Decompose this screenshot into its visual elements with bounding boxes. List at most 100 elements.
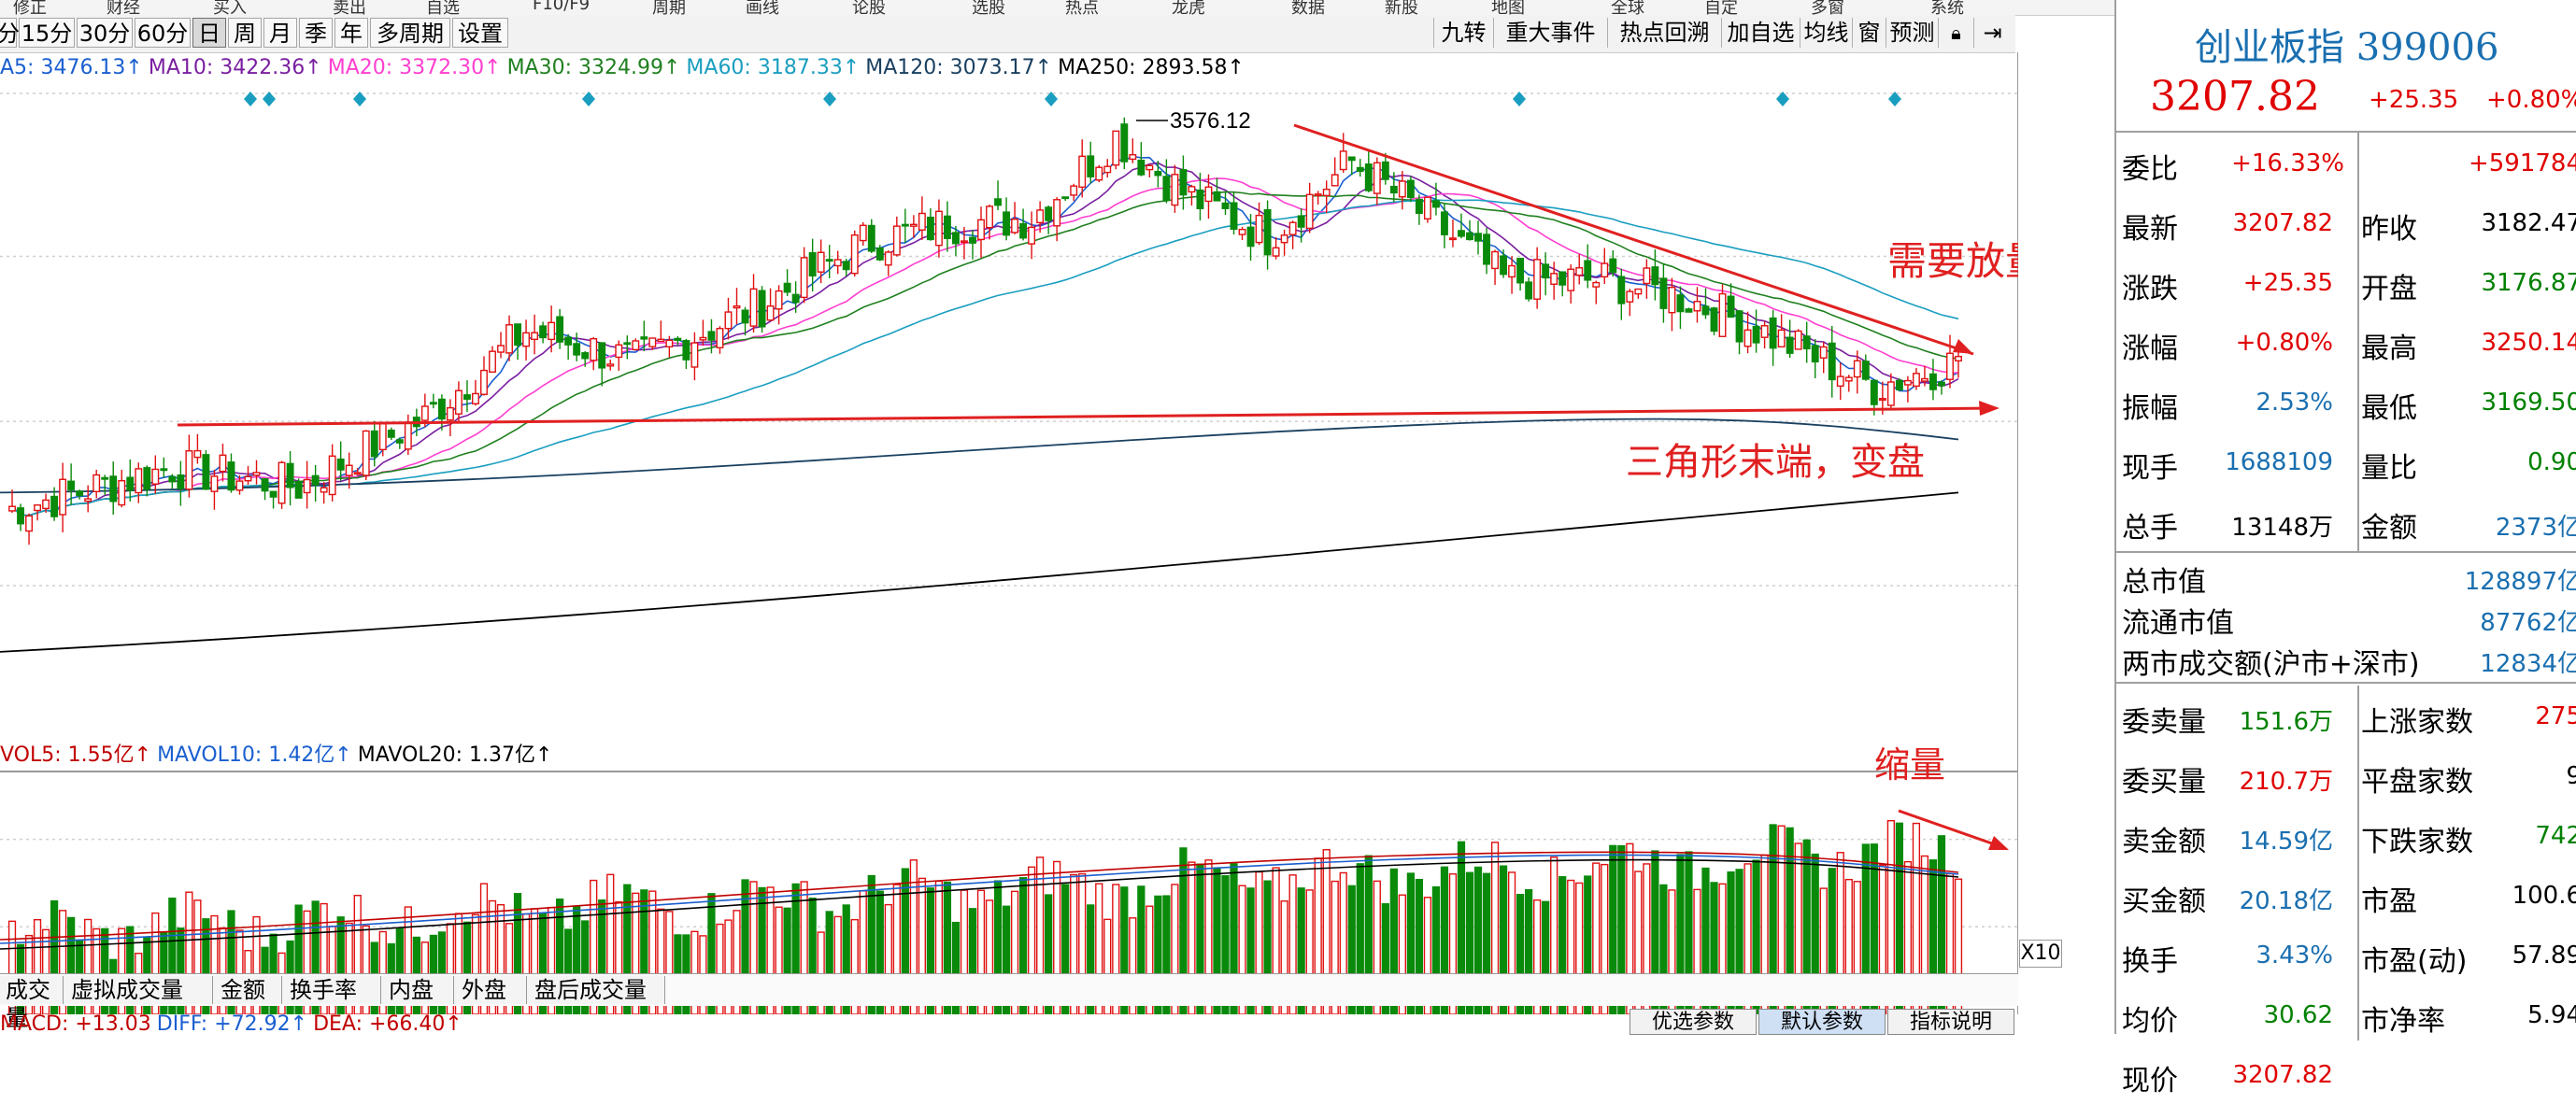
- quote-row: 委卖量 151.6万 上涨家数 275: [2116, 686, 2576, 745]
- quote-row: 总手 13148万 金额 2373亿: [2116, 491, 2576, 551]
- indicator-tab-6[interactable]: 盘后成交量: [527, 976, 665, 1004]
- support-arrow: [177, 406, 1996, 427]
- top-menu-item[interactable]: 多窗: [1811, 0, 1844, 16]
- toolbar-button-5[interactable]: 窗: [1852, 18, 1886, 48]
- candle-up: [472, 392, 479, 404]
- exit-icon[interactable]: ⇥: [1973, 18, 2011, 48]
- volume-bar-down: [1769, 824, 1777, 1014]
- legend-item: A5: 3476.13↑: [0, 56, 143, 79]
- top-menu-item[interactable]: 论股: [852, 0, 886, 16]
- volume-bar-down: [513, 893, 522, 1014]
- top-menu-item[interactable]: 买入: [213, 0, 247, 16]
- candle-up: [1844, 376, 1853, 382]
- top-menu-item[interactable]: 选股: [972, 0, 1005, 16]
- lock-icon[interactable]: 🔒︎: [1938, 18, 1973, 48]
- candle-down: [1516, 258, 1525, 284]
- legend-item: MA250: 2893.58↑: [1058, 56, 1245, 79]
- volume-bar-down: [1727, 870, 1735, 1014]
- candle-down: [1929, 373, 1937, 390]
- top-menu-item[interactable]: 修正: [13, 0, 47, 16]
- period-button-9[interactable]: 多周期: [370, 18, 450, 48]
- period-button-7[interactable]: 季: [299, 18, 333, 48]
- volume-bar-down: [1061, 884, 1070, 1014]
- volume-bar-up: [1853, 881, 1861, 1014]
- toolbar-button-0[interactable]: 九转: [1433, 18, 1493, 48]
- candle-up: [833, 259, 842, 267]
- candle-down: [336, 458, 345, 471]
- top-menu-item[interactable]: 系统: [1930, 0, 1964, 16]
- top-menu-item[interactable]: 财经: [107, 0, 140, 16]
- top-menu-item[interactable]: 卖出: [333, 0, 366, 16]
- legend-item: MAVOL10: 1.42亿↑: [157, 743, 352, 767]
- toolbar-button-4[interactable]: 均线: [1800, 18, 1852, 48]
- param-tab-2[interactable]: 指标说明: [1887, 1009, 2014, 1035]
- legend-item: MACD: +13.03: [0, 1012, 151, 1036]
- volume-bar-up: [320, 902, 328, 1014]
- top-menu-item[interactable]: 画线: [746, 0, 779, 16]
- top-menu-item[interactable]: 周期: [652, 0, 686, 16]
- candle-up: [1575, 267, 1584, 276]
- toolbar-button-2[interactable]: 热点回溯: [1607, 18, 1721, 48]
- quote-key: 市盈: [2361, 885, 2417, 918]
- indicator-tab-5[interactable]: 外盘: [454, 976, 527, 1004]
- top-menu-item[interactable]: 地图: [1491, 0, 1525, 16]
- top-menu-item[interactable]: 数据: [1291, 0, 1325, 16]
- param-tab-1[interactable]: 默认参数: [1758, 1009, 1886, 1035]
- candle-up: [151, 468, 160, 485]
- toolbar-button-1[interactable]: 重大事件: [1493, 18, 1607, 48]
- indicator-tab-3[interactable]: 换手率: [282, 976, 381, 1004]
- volume-bar-up: [378, 930, 387, 1014]
- top-menu-item[interactable]: 热点: [1065, 0, 1099, 16]
- candle-down: [1120, 123, 1129, 163]
- candle-up: [1878, 398, 1886, 401]
- volume-bar-down: [1617, 844, 1626, 1014]
- top-menu-item[interactable]: 新股: [1385, 0, 1418, 16]
- top-menu-item[interactable]: 龙虎: [1172, 0, 1205, 16]
- candle-up: [1095, 166, 1103, 181]
- period-button-4[interactable]: 日: [192, 18, 226, 48]
- period-button-8[interactable]: 年: [334, 18, 368, 48]
- quote-key: 下跌家数: [2361, 826, 2473, 858]
- toolbar-button-6[interactable]: 预测: [1886, 18, 1938, 48]
- top-menu-item[interactable]: 自定: [1704, 0, 1738, 16]
- volume-bar-up: [1954, 878, 1963, 1014]
- volume-bar-up: [1777, 825, 1786, 1014]
- period-button-10[interactable]: 设置: [452, 18, 508, 48]
- candle-down: [1870, 379, 1878, 405]
- candle-up: [446, 406, 454, 421]
- event-diamond-icon: [1513, 92, 1526, 106]
- toolbar-button-3[interactable]: 加自选: [1721, 18, 1800, 48]
- volume-bar-down: [943, 881, 952, 1014]
- quote-key: 换手: [2122, 945, 2178, 978]
- candle-down: [101, 476, 109, 480]
- indicator-tab-2[interactable]: 金额: [213, 976, 282, 1004]
- indicator-tab-4[interactable]: 内盘: [381, 976, 454, 1004]
- candle-up: [665, 339, 674, 347]
- period-button-2[interactable]: 30分: [77, 18, 133, 48]
- quote-value: +25.35: [2242, 269, 2333, 297]
- period-button-0[interactable]: 分: [0, 18, 20, 48]
- top-menu-item[interactable]: 全球: [1611, 0, 1644, 16]
- top-menu-item[interactable]: 自选: [426, 0, 460, 16]
- period-button-5[interactable]: 周: [228, 18, 262, 48]
- candle-down: [1558, 271, 1567, 286]
- period-button-6[interactable]: 月: [263, 18, 297, 48]
- period-button-3[interactable]: 60分: [135, 18, 191, 48]
- candle-up: [1171, 174, 1179, 206]
- indicator-tab-1[interactable]: 虚拟成交量: [64, 976, 213, 1004]
- param-tab-0[interactable]: 优选参数: [1630, 1009, 1757, 1035]
- indicator-tab-0[interactable]: 成交量: [0, 976, 64, 1031]
- quote-key: 开盘: [2361, 273, 2417, 305]
- shrink-arrow: [1898, 809, 2006, 850]
- candle-up: [1491, 250, 1499, 270]
- volume-bar-down: [1701, 867, 1710, 1014]
- candle-down: [1415, 198, 1423, 215]
- candle-up: [1533, 259, 1542, 300]
- candle-up: [378, 422, 387, 451]
- volume-bar-down: [1676, 854, 1685, 1014]
- legend-item: DIFF: +72.92↑: [156, 1012, 308, 1036]
- top-menu-item[interactable]: F10/F9: [533, 0, 591, 14]
- period-button-1[interactable]: 15分: [19, 18, 75, 48]
- candle-up: [1626, 290, 1634, 303]
- quote-value: +0.80%: [2235, 329, 2333, 357]
